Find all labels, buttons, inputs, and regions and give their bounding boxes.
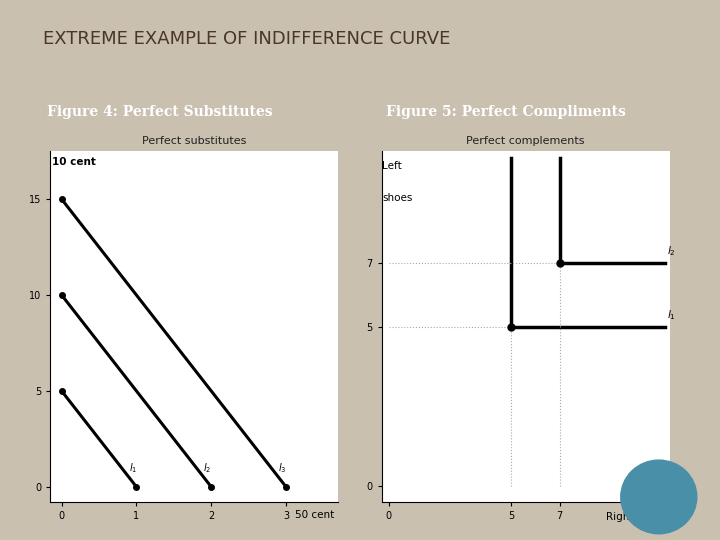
Text: 50 cent: 50 cent — [295, 510, 335, 520]
Text: $l_2$: $l_2$ — [667, 244, 676, 258]
Text: Figure 5: Perfect Compliments: Figure 5: Perfect Compliments — [386, 105, 626, 119]
Text: Right shoes: Right shoes — [606, 512, 667, 522]
Text: $l_3$: $l_3$ — [278, 462, 287, 475]
Circle shape — [621, 460, 697, 534]
Title: Perfect complements: Perfect complements — [467, 136, 585, 146]
Title: Perfect substitutes: Perfect substitutes — [143, 136, 246, 146]
Text: $l_1$: $l_1$ — [667, 308, 676, 322]
Text: EXTREME EXAMPLE OF INDIFFERENCE CURVE: EXTREME EXAMPLE OF INDIFFERENCE CURVE — [43, 30, 451, 48]
Text: $l_2$: $l_2$ — [203, 462, 212, 475]
Text: Left: Left — [382, 161, 402, 171]
Text: $l_1$: $l_1$ — [129, 462, 137, 475]
Text: shoes: shoes — [382, 193, 413, 202]
Text: 10 cent: 10 cent — [52, 157, 96, 167]
Text: Figure 4: Perfect Substitutes: Figure 4: Perfect Substitutes — [47, 105, 273, 119]
